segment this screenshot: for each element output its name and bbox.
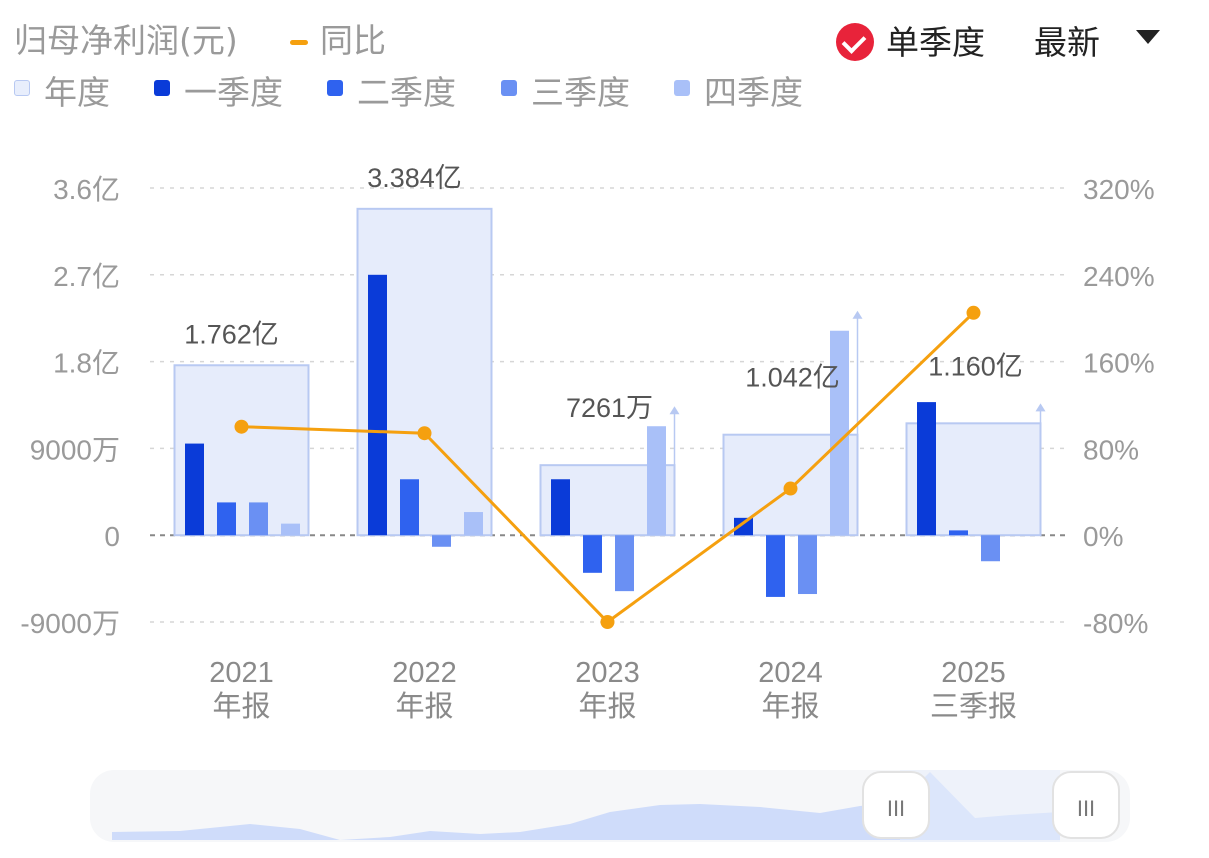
yoy-point bbox=[600, 615, 615, 629]
x-tick-label-period: 年报 bbox=[395, 690, 453, 723]
x-tick-label-period: 三季报 bbox=[930, 690, 1017, 723]
yoy-point bbox=[783, 481, 798, 496]
x-tick-label-year: 2021 bbox=[209, 657, 274, 689]
y-tick-label-right: 320% bbox=[1083, 174, 1155, 205]
y-tick-label-left: 3.6亿 bbox=[53, 174, 120, 205]
single-quarter-toggle[interactable]: 单季度 bbox=[886, 23, 985, 62]
up-arrow-icon bbox=[669, 406, 680, 415]
yoy-legend-label[interactable]: 同比 bbox=[320, 21, 386, 60]
annual-value-label: 1.762亿 bbox=[184, 319, 279, 349]
chart-title: 归母净利润(元) bbox=[14, 21, 238, 60]
annual-value-label: 1.042亿 bbox=[745, 363, 840, 393]
quarter-bar bbox=[949, 530, 968, 536]
y-tick-label-right: 240% bbox=[1083, 261, 1155, 292]
quarter-bar bbox=[615, 535, 634, 592]
legend-label: 四季度 bbox=[704, 73, 803, 112]
yoy-point bbox=[234, 419, 249, 434]
quarter-bar bbox=[185, 443, 204, 536]
x-tick-label-year: 2024 bbox=[758, 657, 823, 689]
x-tick-label-period: 年报 bbox=[212, 690, 270, 723]
navigator-handle-right[interactable]: III bbox=[1052, 771, 1120, 839]
y-tick-label-left: 0 bbox=[104, 521, 120, 552]
yoy-legend-marker bbox=[290, 40, 308, 45]
annual-value-label: 7261万 bbox=[566, 393, 653, 423]
y-tick-label-left: 2.7亿 bbox=[53, 261, 120, 292]
y-tick-label-left: 1.8亿 bbox=[53, 348, 120, 379]
series-legend: 年度 一季度 二季度 三季度 四季度 bbox=[14, 66, 914, 112]
x-tick-label-year: 2023 bbox=[575, 657, 640, 689]
legend-label: 一季度 bbox=[184, 73, 283, 112]
quarter-bar bbox=[432, 535, 451, 547]
navigator-sparkline bbox=[112, 772, 1060, 840]
x-tick-label-year: 2025 bbox=[941, 657, 1006, 689]
grip-icon: III bbox=[1077, 796, 1095, 821]
annual-value-label: 1.160亿 bbox=[928, 351, 1023, 381]
grip-icon: III bbox=[887, 796, 905, 821]
y-tick-label-right: -80% bbox=[1083, 608, 1148, 639]
net-profit-chart: 3.6亿 2.7亿 1.8亿 9000万 0 -9000万 320% 240% 160% 80% 0… bbox=[20, 163, 1155, 723]
y-tick-label-left: 9000万 bbox=[30, 434, 120, 465]
legend-swatch bbox=[674, 80, 690, 96]
quarter-bar bbox=[249, 502, 268, 536]
yoy-point bbox=[966, 305, 981, 320]
quarter-bar bbox=[368, 274, 387, 536]
quarter-bar bbox=[551, 479, 570, 536]
y-tick-label-right: 80% bbox=[1083, 434, 1139, 465]
legend-swatch bbox=[327, 80, 343, 96]
quarter-bar bbox=[798, 535, 817, 595]
x-tick-label-period: 年报 bbox=[578, 690, 636, 723]
quarter-bar bbox=[830, 330, 849, 536]
quarter-bar bbox=[734, 517, 753, 536]
quarter-bar bbox=[647, 426, 666, 536]
y-tick-label-left: -9000万 bbox=[20, 608, 120, 639]
x-tick-label-period: 年报 bbox=[761, 690, 819, 723]
y-tick-label-right: 160% bbox=[1083, 348, 1155, 379]
yoy-point bbox=[417, 426, 432, 441]
y-tick-label-right: 0% bbox=[1083, 521, 1123, 552]
legend-label: 年度 bbox=[44, 73, 110, 112]
range-navigator[interactable]: III III bbox=[0, 760, 1209, 858]
chart-header: 归母净利润(元) 同比 单季度 最新 bbox=[14, 10, 1194, 62]
checkmark-icon[interactable] bbox=[836, 23, 874, 61]
navigator-handle-left[interactable]: III bbox=[862, 771, 930, 839]
quarter-bar bbox=[981, 535, 1000, 562]
legend-label: 三季度 bbox=[531, 73, 630, 112]
quarter-bar bbox=[766, 535, 785, 597]
quarter-bar bbox=[583, 535, 602, 573]
up-arrow-icon bbox=[1035, 403, 1046, 412]
period-select-latest[interactable]: 最新 bbox=[1034, 23, 1100, 62]
legend-label: 二季度 bbox=[357, 73, 456, 112]
legend-swatch bbox=[154, 80, 170, 96]
quarter-bar bbox=[917, 402, 936, 536]
x-tick-label-year: 2022 bbox=[392, 657, 457, 689]
quarter-bar bbox=[217, 502, 236, 536]
legend-swatch bbox=[501, 80, 517, 96]
quarter-bar bbox=[464, 512, 483, 536]
up-arrow-icon bbox=[852, 310, 863, 319]
chevron-down-icon[interactable] bbox=[1136, 30, 1160, 44]
legend-swatch bbox=[14, 80, 30, 96]
quarter-bar bbox=[400, 479, 419, 536]
quarter-bar bbox=[281, 523, 300, 536]
annual-value-label: 3.384亿 bbox=[367, 163, 462, 193]
